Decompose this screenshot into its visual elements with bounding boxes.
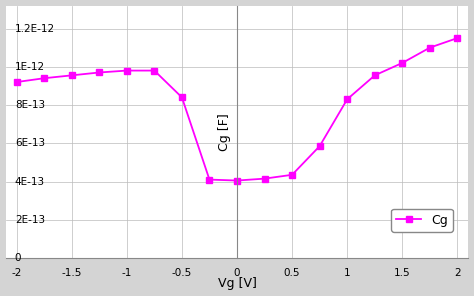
Line: Cg: Cg: [14, 35, 460, 183]
Cg: [69, 74, 74, 77]
Text: -2: -2: [11, 268, 22, 278]
Cg: [234, 179, 240, 182]
Text: -1: -1: [122, 268, 132, 278]
Text: 0.5: 0.5: [284, 268, 301, 278]
Text: 1: 1: [344, 268, 351, 278]
Cg: [345, 97, 350, 101]
Text: 6E-13: 6E-13: [15, 138, 45, 148]
Cg: [207, 178, 212, 181]
Cg: [372, 74, 378, 77]
X-axis label: Vg [V]: Vg [V]: [218, 277, 256, 290]
Legend: Cg: Cg: [391, 209, 453, 231]
Cg: [14, 80, 19, 84]
Cg: [96, 71, 102, 74]
Cg: [317, 144, 322, 148]
Text: 0: 0: [234, 268, 240, 278]
Text: 1E-12: 1E-12: [15, 62, 45, 72]
Text: -1.5: -1.5: [62, 268, 82, 278]
Y-axis label: Cg [F]: Cg [F]: [219, 113, 231, 151]
Text: 1.5: 1.5: [394, 268, 410, 278]
Cg: [427, 46, 433, 49]
Text: 0: 0: [15, 253, 21, 263]
Cg: [289, 173, 295, 177]
Cg: [179, 96, 185, 99]
Cg: [400, 61, 405, 65]
Text: 2: 2: [454, 268, 461, 278]
Cg: [41, 76, 47, 80]
Text: 1.2E-12: 1.2E-12: [15, 23, 55, 33]
Text: 2E-13: 2E-13: [15, 215, 45, 225]
Text: 4E-13: 4E-13: [15, 176, 45, 186]
Cg: [455, 36, 460, 40]
Text: -0.5: -0.5: [172, 268, 192, 278]
Cg: [262, 177, 267, 180]
Text: 8E-13: 8E-13: [15, 100, 45, 110]
Cg: [124, 69, 129, 72]
Cg: [152, 69, 157, 72]
